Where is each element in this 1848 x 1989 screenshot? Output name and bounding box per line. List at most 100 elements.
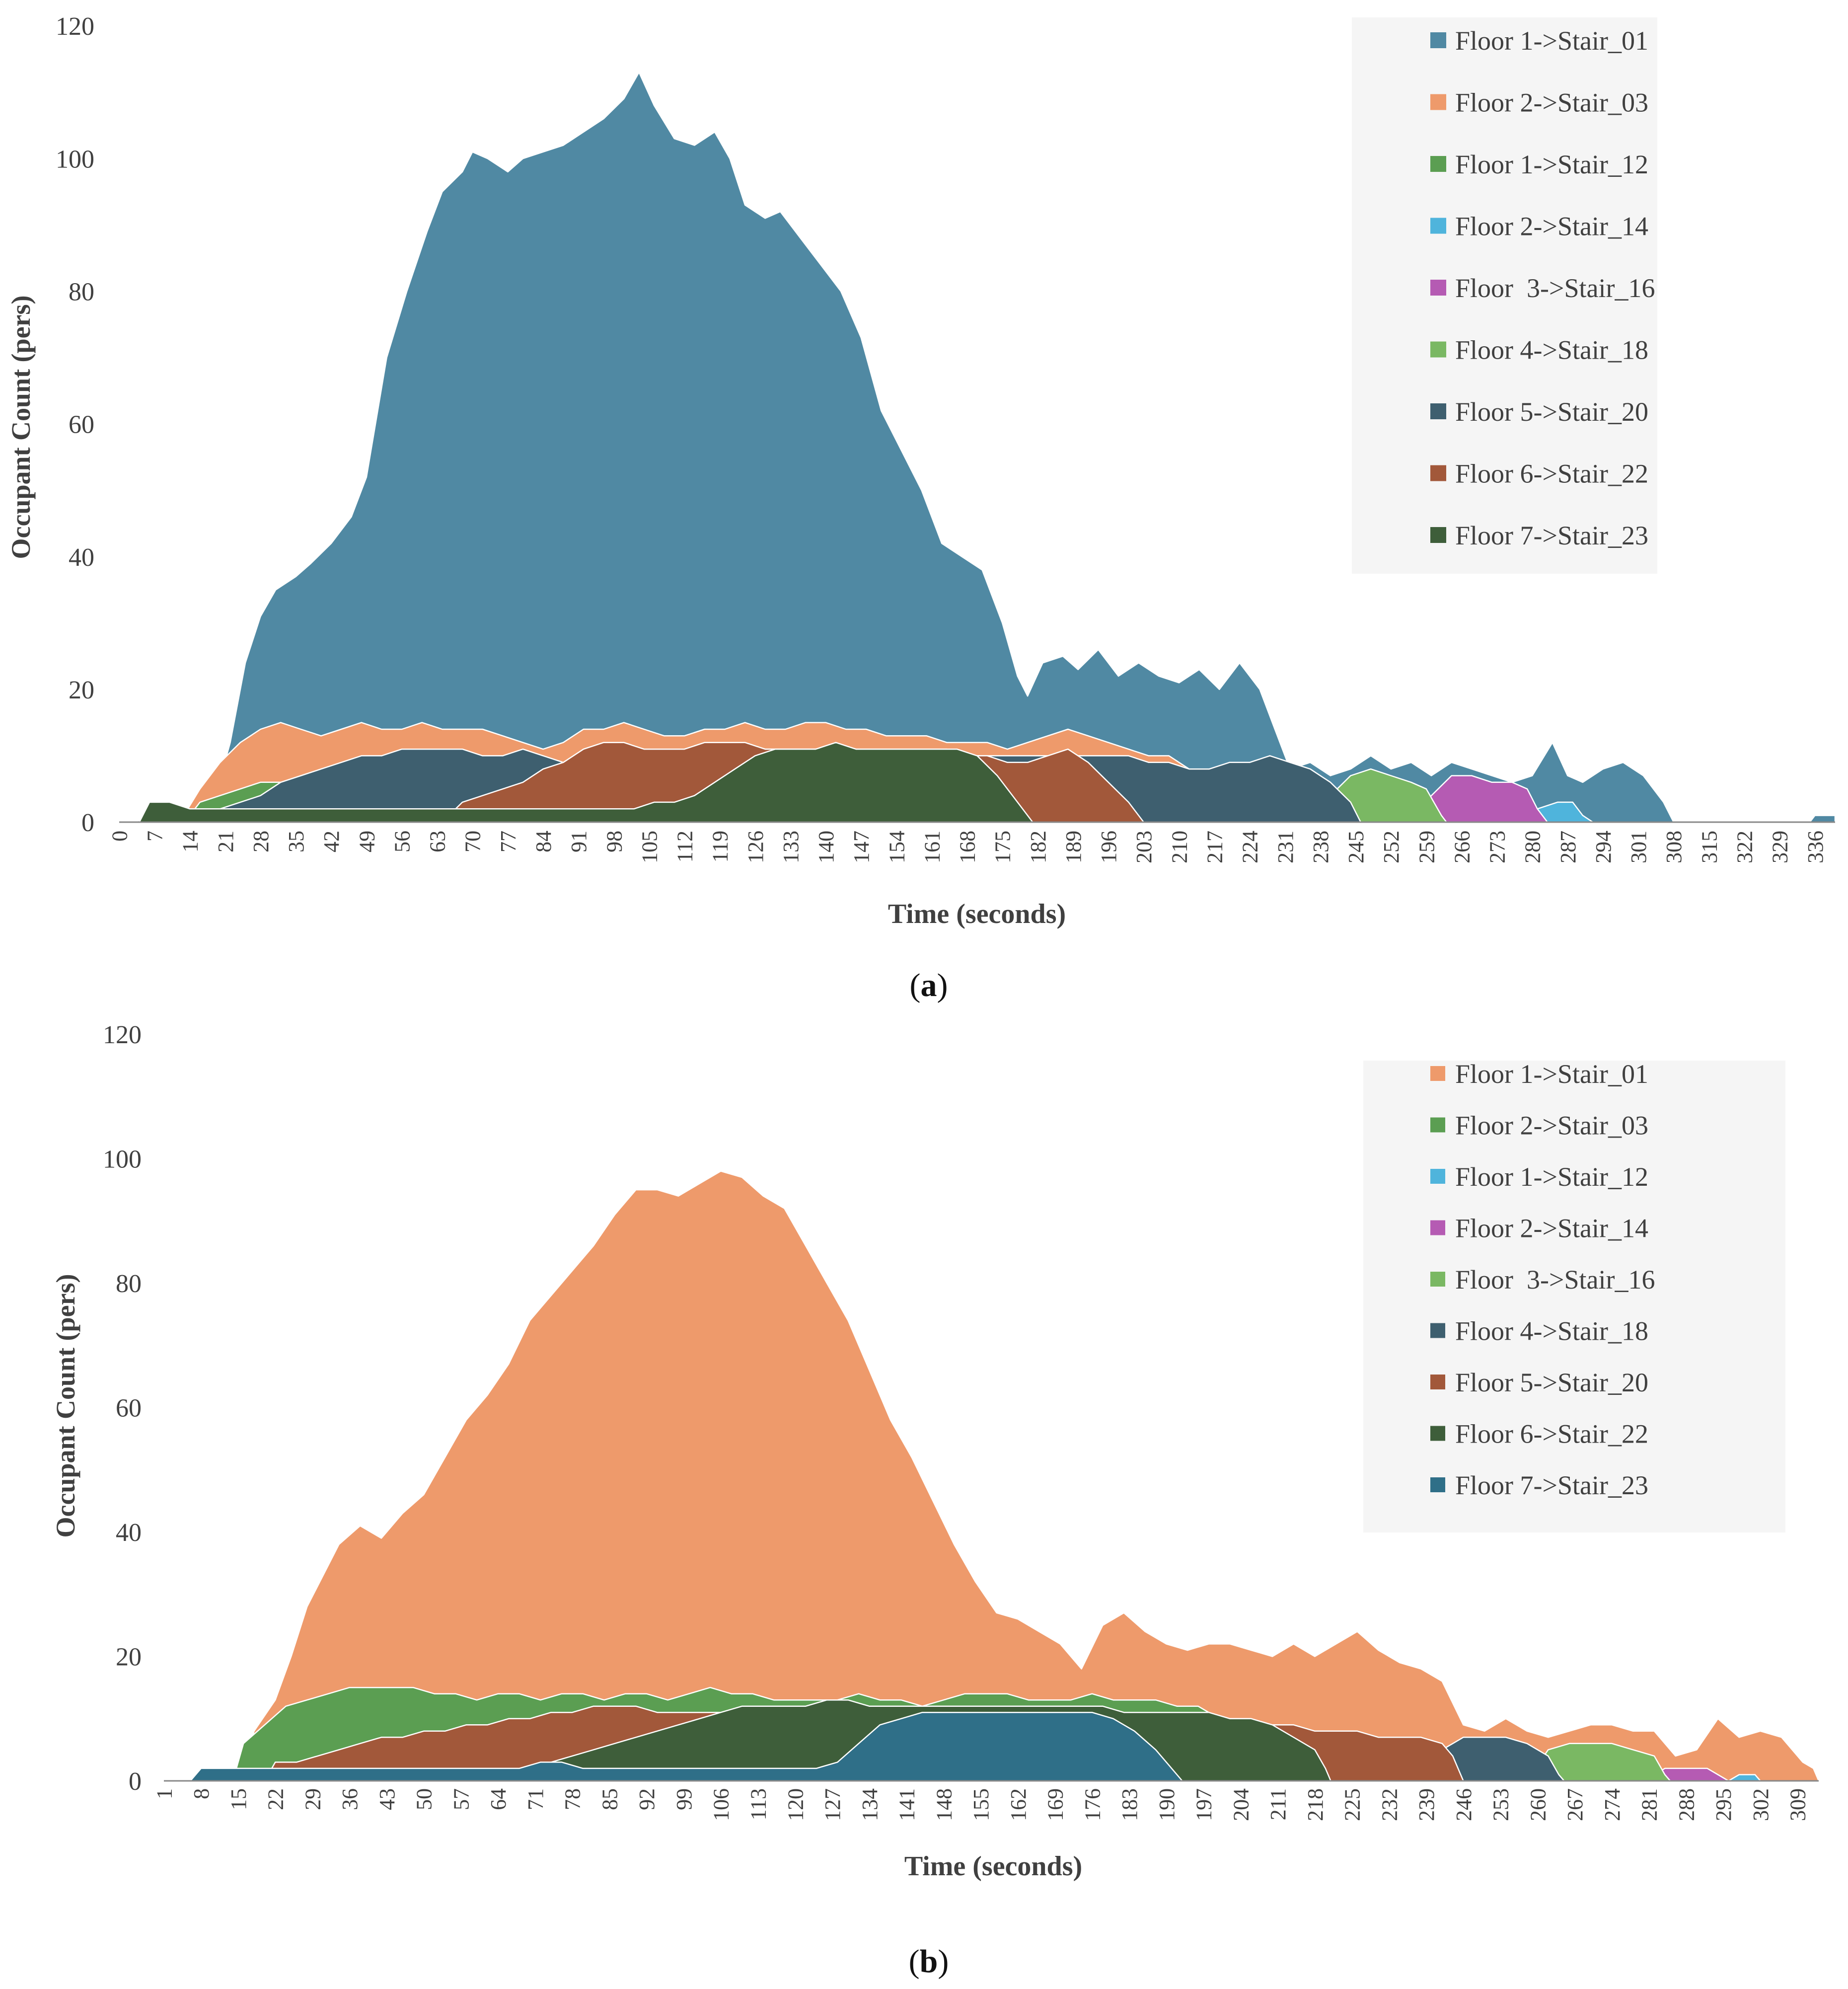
chart-b-legend-label: Floor 3->Stair_16 bbox=[1455, 1265, 1655, 1295]
chart-a-x-tick-label: 161 bbox=[920, 831, 944, 863]
chart-b-y-tick-label: 120 bbox=[103, 1021, 142, 1049]
chart-b-x-tick-label: 155 bbox=[969, 1788, 993, 1821]
chart-a-x-tick-label: 238 bbox=[1309, 831, 1333, 863]
chart-b-x-tick-label: 197 bbox=[1192, 1788, 1216, 1821]
chart-b-x-tick-label: 134 bbox=[858, 1788, 882, 1821]
chart-b-legend-swatch bbox=[1430, 1220, 1445, 1235]
chart-b-x-tick-label: 148 bbox=[932, 1788, 956, 1821]
chart-a-panel-letter: a bbox=[921, 967, 937, 1003]
chart-b-legend-label: Floor 6->Stair_22 bbox=[1455, 1419, 1648, 1449]
chart-a-panel-label: (a) bbox=[910, 967, 948, 1003]
chart-a-x-tick-label: 56 bbox=[390, 831, 415, 852]
chart-a-y-tick-label: 120 bbox=[56, 12, 94, 41]
chart-a-legend-swatch bbox=[1430, 465, 1446, 481]
chart-a-legend-label: Floor 4->Stair_18 bbox=[1455, 335, 1648, 365]
chart-a-legend-label: Floor 5->Stair_20 bbox=[1455, 397, 1648, 427]
chart-b-legend-label: Floor 5->Stair_20 bbox=[1455, 1368, 1648, 1397]
chart-b-legend-swatch bbox=[1430, 1477, 1445, 1492]
chart-b-x-tick-label: 288 bbox=[1674, 1788, 1699, 1821]
chart-b-x-tick-label: 309 bbox=[1786, 1788, 1810, 1821]
chart-a-x-tick-label: 28 bbox=[249, 831, 273, 852]
chart-a-x-tick-label: 259 bbox=[1414, 831, 1439, 863]
chart-a-x-axis-title: Time (seconds) bbox=[888, 899, 1066, 929]
chart-b-legend-swatch bbox=[1430, 1117, 1445, 1133]
chart-a-x-tick-label: 91 bbox=[567, 831, 591, 852]
chart-a-x-tick-label: 98 bbox=[602, 831, 626, 852]
chart-b-legend-swatch bbox=[1430, 1066, 1445, 1081]
chart-b-x-tick-label: 50 bbox=[412, 1788, 437, 1810]
chart-a-x-tick-label: 301 bbox=[1626, 831, 1651, 863]
chart-a-x-tick-label: 196 bbox=[1097, 831, 1121, 863]
chart-a-x-tick-label: 329 bbox=[1768, 831, 1792, 863]
chart-a-legend-swatch bbox=[1430, 527, 1446, 543]
chart-a-y-axis-title: Occupant Count (pers) bbox=[6, 295, 36, 559]
chart-b-x-tick-label: 232 bbox=[1377, 1788, 1402, 1821]
chart-a-y-tick-label: 60 bbox=[69, 411, 94, 439]
chart-a-y-tick-label: 0 bbox=[81, 809, 94, 837]
chart-a-legend-swatch bbox=[1430, 403, 1446, 419]
chart-a-x-tick-label: 280 bbox=[1521, 831, 1545, 863]
chart-b-x-tick-label: 295 bbox=[1711, 1788, 1736, 1821]
chart-a-x-tick-label: 70 bbox=[461, 831, 485, 852]
chart-b-x-tick-label: 169 bbox=[1043, 1788, 1068, 1821]
chart-a-x-tick-label: 224 bbox=[1238, 831, 1262, 863]
chart-b-legend-label: Floor 1->Stair_01 bbox=[1455, 1059, 1648, 1089]
chart-b-panel-label: (b) bbox=[909, 1943, 949, 1980]
chart-b-legend-label: Floor 1->Stair_12 bbox=[1455, 1162, 1648, 1192]
chart-a-x-tick-label: 133 bbox=[779, 831, 803, 863]
chart-b-x-tick-label: 274 bbox=[1600, 1788, 1625, 1821]
chart-a-x-tick-label: 266 bbox=[1450, 831, 1474, 863]
chart-a-x-tick-label: 322 bbox=[1733, 831, 1757, 863]
chart-a-x-tick-label: 336 bbox=[1803, 831, 1828, 863]
chart-b-x-tick-label: 260 bbox=[1526, 1788, 1550, 1821]
chart-b-y-axis-title: Occupant Count (pers) bbox=[51, 1274, 80, 1537]
chart-a-x-tick-label: 126 bbox=[743, 831, 768, 863]
chart-a-y-tick-label: 20 bbox=[69, 676, 94, 704]
chart-a-x-tick-label: 168 bbox=[956, 831, 980, 863]
chart-a-area-series-1 bbox=[118, 72, 1836, 823]
chart-b-x-tick-label: 78 bbox=[561, 1788, 585, 1810]
chart-b-area-series-9 bbox=[163, 1711, 1820, 1782]
chart-b-x-tick-label: 1 bbox=[152, 1788, 176, 1799]
chart-b-areas bbox=[163, 1170, 1820, 1782]
chart-b-x-tick-label: 176 bbox=[1080, 1788, 1105, 1821]
chart-a-x-tick-label: 105 bbox=[637, 831, 662, 863]
chart-a-legend-label: Floor 7->Stair_23 bbox=[1455, 521, 1648, 550]
chart-a-areas bbox=[118, 72, 1836, 823]
chart-b-x-tick-label: 225 bbox=[1340, 1788, 1365, 1821]
chart-a-y-tick-label: 40 bbox=[69, 543, 94, 572]
chart-b-legend-label: Floor 2->Stair_03 bbox=[1455, 1111, 1648, 1141]
chart-a-legend-box bbox=[1352, 17, 1657, 574]
chart-b: 0 20 40 60 80 100 120 1 8 15 22 29 36 43 50 57 64 71 78 85… bbox=[51, 1021, 1820, 1980]
chart-b-x-tick-label: 218 bbox=[1303, 1788, 1328, 1821]
chart-b-x-tick-label: 22 bbox=[264, 1788, 288, 1810]
chart-a-x-tick-label: 175 bbox=[991, 831, 1015, 863]
chart-b-x-tick-label: 106 bbox=[709, 1788, 734, 1821]
chart-a-x-tick-label: 14 bbox=[178, 831, 203, 852]
chart-b-x-tick-label: 239 bbox=[1414, 1788, 1439, 1821]
chart-b-x-tick-label: 36 bbox=[338, 1788, 362, 1810]
chart-b-y-tick-label: 60 bbox=[116, 1394, 142, 1423]
chart-a-legend-swatch bbox=[1430, 32, 1446, 48]
chart-b-x-tick-label: 120 bbox=[783, 1788, 808, 1821]
chart-b-x-tick-label: 127 bbox=[820, 1788, 845, 1821]
chart-a-x-tick-label: 147 bbox=[849, 831, 874, 863]
chart-a-x-tick-label: 217 bbox=[1203, 831, 1227, 863]
chart-a-area-series-9 bbox=[118, 742, 1836, 823]
chart-b-x-tick-label: 85 bbox=[597, 1788, 622, 1810]
chart-b-x-ticks: 1 8 15 22 29 36 43 50 57 64 71 78 85 92 99 106 113 120 127… bbox=[152, 1788, 1810, 1821]
chart-a-x-tick-label: 112 bbox=[673, 831, 697, 862]
chart-b-legend-swatch bbox=[1430, 1272, 1445, 1287]
chart-b-legend-swatch bbox=[1430, 1375, 1445, 1389]
chart-b-y-tick-label: 80 bbox=[116, 1270, 142, 1298]
chart-a-x-tick-label: 49 bbox=[355, 831, 379, 852]
chart-a-x-tick-label: 154 bbox=[885, 831, 909, 863]
chart-a-x-tick-label: 42 bbox=[319, 831, 344, 852]
chart-b-x-tick-label: 43 bbox=[375, 1788, 399, 1810]
chart-a-x-tick-label: 77 bbox=[496, 831, 520, 852]
chart-b-legend-box bbox=[1363, 1061, 1785, 1532]
chart-a-x-tick-label: 273 bbox=[1485, 831, 1510, 863]
chart-a-x-tick-label: 252 bbox=[1379, 831, 1404, 863]
chart-b-legend-swatch bbox=[1430, 1426, 1445, 1441]
